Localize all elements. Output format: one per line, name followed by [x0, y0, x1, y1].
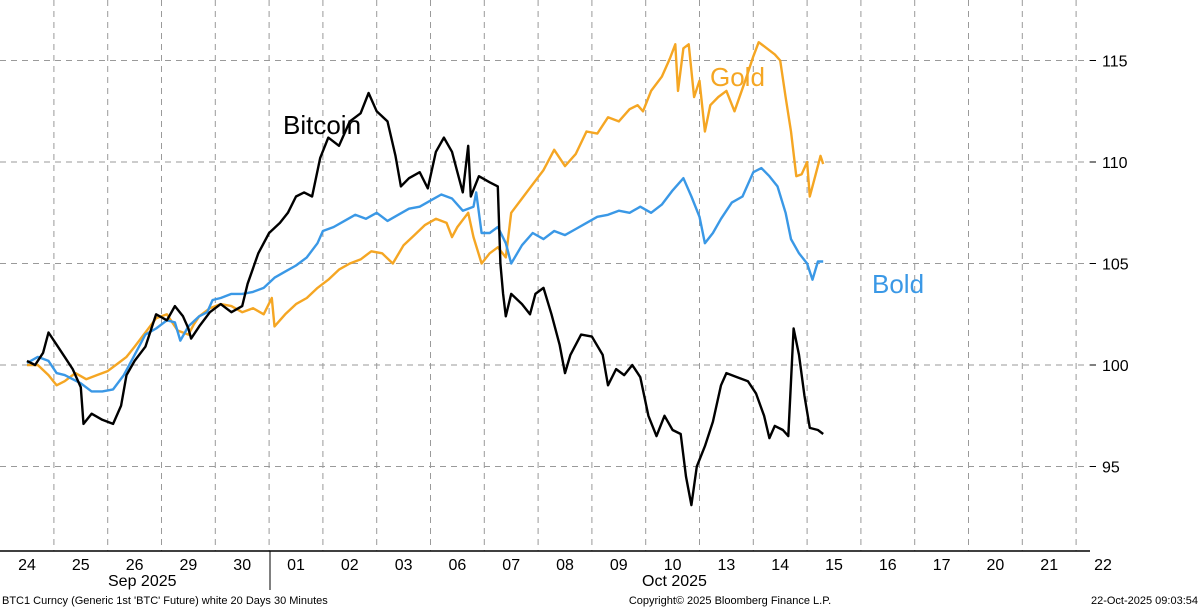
- series-line-bitcoin: [26, 91, 824, 507]
- x-tick-label: 06: [449, 557, 467, 574]
- x-tick-label: 03: [395, 557, 413, 574]
- grid-lines: [0, 0, 1090, 551]
- y-tick-label: 95: [1102, 460, 1120, 477]
- x-axis-ticks: 24 25 26 29 30 01 02 03 06 07 08 09 10 13 14 15 16 17 20 21…: [18, 557, 1112, 574]
- footer-source: BTC1 Curncy (Generic 1st 'BTC' Future) w…: [2, 595, 328, 607]
- x-tick-label: 14: [771, 557, 789, 574]
- x-tick-label: 24: [18, 557, 36, 574]
- x-tick-label: 10: [664, 557, 682, 574]
- x-tick-label: 02: [341, 557, 359, 574]
- y-tick-label: 115: [1102, 54, 1128, 71]
- series-line-gold: [27, 41, 825, 387]
- x-tick-label: 01: [287, 557, 305, 574]
- x-tick-label: 29: [180, 557, 198, 574]
- x-tick-label: 08: [556, 557, 574, 574]
- footer-copyright: Copyright© 2025 Bloomberg Finance L.P.: [629, 595, 831, 607]
- x-tick-label: 17: [933, 557, 951, 574]
- y-tick-label: 100: [1102, 358, 1129, 375]
- x-tick-label: 22: [1094, 557, 1112, 574]
- month-label-oct: Oct 2025: [642, 573, 707, 590]
- series-label-bitcoin: Bitcoin: [283, 110, 361, 140]
- series-line-bold: [26, 166, 824, 393]
- x-tick-label: 16: [879, 557, 897, 574]
- footer-timestamp: 22-Oct-2025 09:03:54: [1091, 595, 1198, 607]
- x-tick-label: 21: [1040, 557, 1058, 574]
- x-tick-label: 15: [825, 557, 843, 574]
- series-lines: [26, 41, 825, 507]
- series-label-bold: Bold: [872, 269, 924, 299]
- y-axis-ticks: 95 100 105 110 115: [1090, 54, 1129, 477]
- x-tick-label: 25: [72, 557, 90, 574]
- x-tick-label: 09: [610, 557, 628, 574]
- y-tick-label: 105: [1102, 257, 1129, 274]
- x-tick-label: 30: [233, 557, 251, 574]
- y-tick-label: 110: [1102, 155, 1128, 172]
- x-tick-label: 13: [718, 557, 736, 574]
- x-tick-label: 07: [502, 557, 520, 574]
- x-tick-label: 26: [126, 557, 144, 574]
- x-tick-label: 20: [987, 557, 1005, 574]
- month-label-sep: Sep 2025: [108, 573, 177, 590]
- series-label-gold: Gold: [710, 62, 765, 92]
